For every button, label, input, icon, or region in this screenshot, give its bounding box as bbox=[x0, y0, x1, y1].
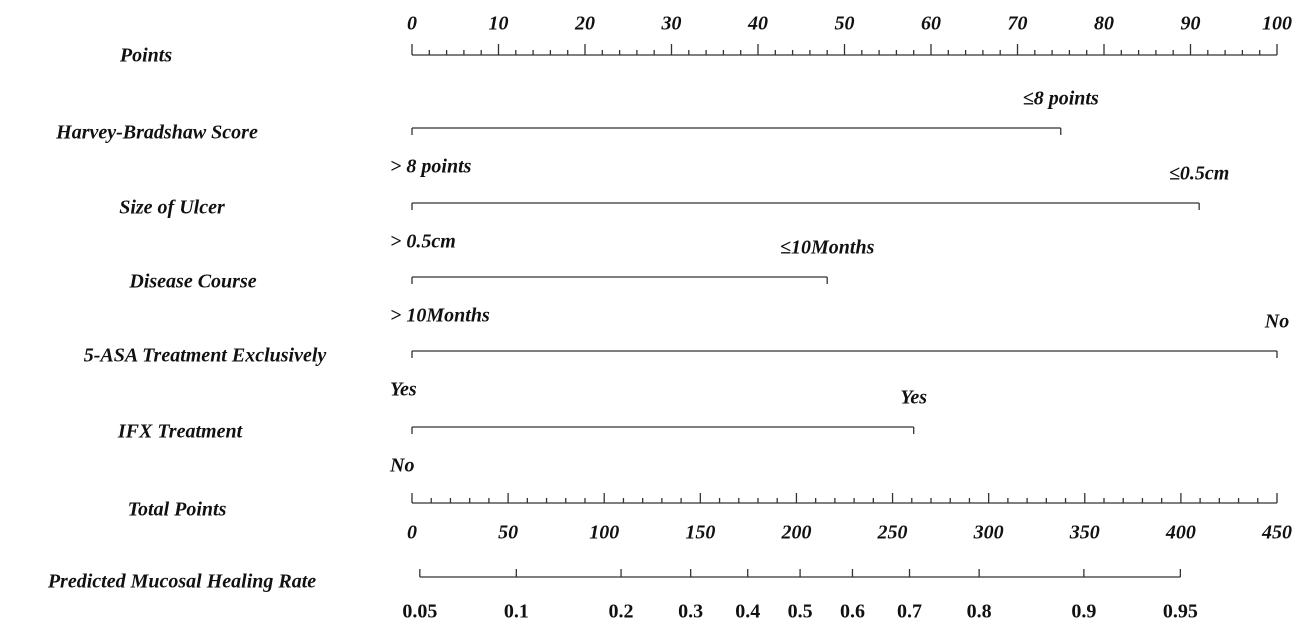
tick-label: 100 bbox=[589, 522, 619, 544]
tick-label: 80 bbox=[1094, 13, 1114, 35]
row-label: Disease Course bbox=[128, 271, 256, 293]
row-label: Total Points bbox=[128, 499, 227, 521]
tick-label: 0.3 bbox=[678, 601, 703, 623]
tick-label: 30 bbox=[661, 13, 682, 35]
tick-label: 0.95 bbox=[1163, 601, 1198, 623]
tick-label: 20 bbox=[574, 13, 595, 35]
row-label: Predicted Mucosal Healing Rate bbox=[47, 571, 316, 593]
tick-label: 0.9 bbox=[1071, 601, 1096, 623]
tick-label: 0 bbox=[407, 522, 417, 544]
tick-label: 0.6 bbox=[840, 601, 865, 623]
tick-label: 70 bbox=[1008, 13, 1028, 35]
tick-label: 10 bbox=[489, 13, 509, 35]
tick-label: 300 bbox=[973, 522, 1004, 544]
tick-label: 0.4 bbox=[735, 601, 760, 623]
level-label: Yes bbox=[900, 387, 927, 409]
tick-label: 0.5 bbox=[788, 601, 813, 623]
row-label: Points bbox=[119, 45, 172, 67]
tick-label: 350 bbox=[1069, 522, 1100, 544]
level-label: ≤8 points bbox=[1023, 88, 1099, 110]
tick-label: 100 bbox=[1262, 13, 1292, 35]
level-label: > 0.5cm bbox=[390, 231, 456, 253]
tick-label: 0.05 bbox=[402, 601, 437, 623]
tick-label: 40 bbox=[747, 13, 768, 35]
level-label: > 8 points bbox=[390, 156, 472, 178]
tick-label: 200 bbox=[780, 522, 811, 544]
tick-label: 400 bbox=[1165, 522, 1196, 544]
tick-label: 60 bbox=[921, 13, 941, 35]
tick-label: 450 bbox=[1261, 522, 1292, 544]
tick-label: 0.2 bbox=[609, 601, 634, 623]
tick-label: 250 bbox=[877, 522, 908, 544]
level-label: No bbox=[389, 455, 414, 477]
tick-label: 0.1 bbox=[504, 601, 529, 623]
level-label: ≤0.5cm bbox=[1169, 163, 1229, 185]
tick-label: 50 bbox=[835, 13, 855, 35]
row-label: IFX Treatment bbox=[117, 421, 244, 443]
level-label: No bbox=[1264, 311, 1289, 333]
tick-label: 150 bbox=[685, 522, 715, 544]
row-label: 5-ASA Treatment Exclusively bbox=[84, 345, 327, 367]
tick-label: 90 bbox=[1181, 13, 1201, 35]
level-label: Yes bbox=[390, 379, 417, 401]
tick-label: 0 bbox=[407, 13, 417, 35]
tick-label: 0.8 bbox=[967, 601, 992, 623]
level-label: ≤10Months bbox=[780, 237, 875, 259]
tick-label: 0.7 bbox=[897, 601, 922, 623]
level-label: > 10Months bbox=[390, 305, 490, 327]
row-label: Harvey-Bradshaw Score bbox=[55, 122, 258, 144]
tick-label: 50 bbox=[498, 522, 518, 544]
row-label: Size of Ulcer bbox=[119, 197, 225, 219]
